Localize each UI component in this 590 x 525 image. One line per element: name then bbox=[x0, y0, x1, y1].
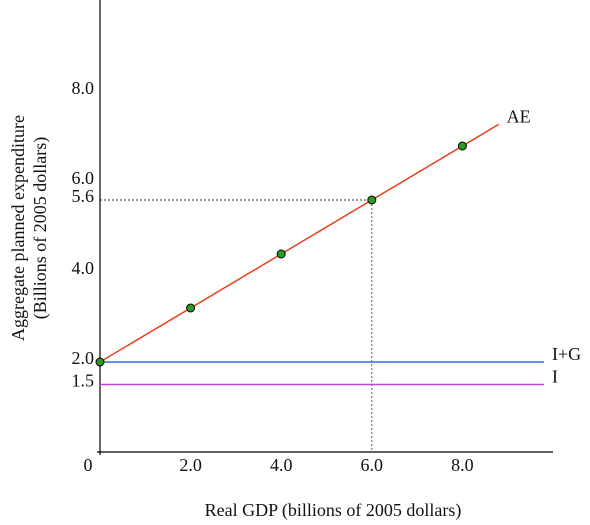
data-point bbox=[186, 303, 196, 313]
y-tick-label: 5.6 bbox=[72, 186, 95, 206]
data-point bbox=[95, 357, 105, 367]
x-tick-label: 8.0 bbox=[451, 455, 474, 475]
x-tick-label: 2.0 bbox=[179, 455, 202, 475]
y-axis-label: Aggregate planned expenditure bbox=[8, 115, 28, 341]
series-label: I bbox=[552, 367, 558, 387]
data-point bbox=[457, 141, 467, 151]
x-axis-label: Real GDP (billions of 2005 dollars) bbox=[205, 500, 462, 521]
series-line bbox=[99, 123, 500, 363]
y-tick-label: 1.5 bbox=[72, 371, 95, 391]
data-point bbox=[367, 195, 377, 205]
x-tick-label: 6.0 bbox=[361, 455, 384, 475]
y-axis-label: (Billions of 2005 dollars) bbox=[30, 137, 51, 320]
y-tick-label: 2.0 bbox=[72, 348, 95, 368]
series-label: I+G bbox=[552, 344, 581, 364]
y-tick-label: 8.0 bbox=[72, 78, 95, 98]
y-tick-label: 6.0 bbox=[72, 168, 95, 188]
y-tick-label: 4.0 bbox=[72, 258, 95, 278]
x-tick-label: 0 bbox=[84, 455, 93, 475]
x-tick-label: 4.0 bbox=[270, 455, 293, 475]
series-label: AE bbox=[507, 107, 531, 127]
data-point bbox=[276, 249, 286, 259]
